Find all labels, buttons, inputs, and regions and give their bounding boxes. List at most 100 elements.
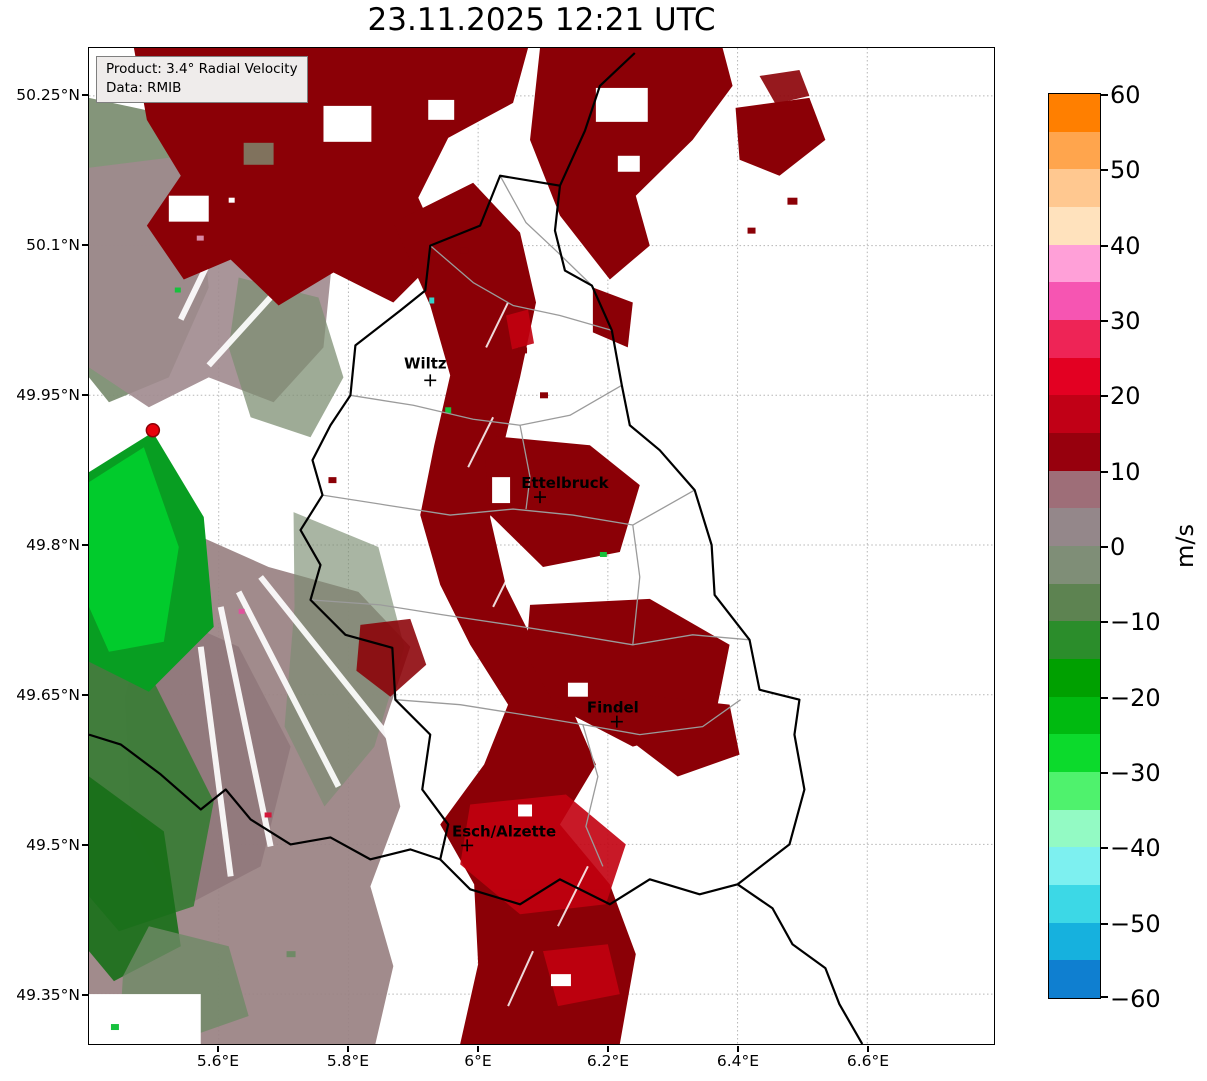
lon-tick-label: 5.6°E <box>196 1052 240 1070</box>
luxembourg-border <box>299 52 806 906</box>
lat-tick-mark <box>82 844 88 846</box>
band-streaks <box>467 302 589 1007</box>
lat-tick-label: 50.25°N <box>16 86 80 104</box>
colorbar-segment <box>1049 659 1100 697</box>
figure-title: 23.11.2025 12:21 UTC <box>367 2 716 38</box>
city-marker-ettelbruck <box>534 491 546 504</box>
colorbar-tick-label: 10 <box>1110 458 1141 486</box>
lat-tick-label: 49.95°N <box>16 386 80 404</box>
radar-map-canvas: Wiltz Ettelbruck Findel Esch/Alzette <box>89 48 994 1044</box>
colorbar-segment <box>1049 847 1100 886</box>
colorbar-segment <box>1049 885 1100 923</box>
lon-tick-mark <box>867 1046 869 1052</box>
colorbar-segment <box>1049 734 1100 773</box>
lon-tick-mark <box>347 1046 349 1052</box>
colorbar-unit-label: m/s <box>1171 524 1199 568</box>
lon-tick-mark <box>607 1046 609 1052</box>
bright-red-accents <box>460 309 626 1007</box>
lat-tick-mark <box>82 544 88 546</box>
radar-echo-field <box>89 48 826 1044</box>
colorbar-segment <box>1049 809 1100 848</box>
lon-tick-mark <box>477 1046 479 1052</box>
colorbar-tick-label: 60 <box>1110 81 1141 109</box>
colorbar-tick-mark <box>1101 94 1108 96</box>
city-marker-wiltz <box>424 374 437 387</box>
city-label-findel: Findel <box>587 699 639 717</box>
colorbar-segment <box>1049 470 1100 509</box>
lat-tick-mark <box>82 994 88 996</box>
colorbar-tick-mark <box>1101 996 1108 998</box>
colorbar <box>1048 93 1101 999</box>
colorbar-segment <box>1049 508 1100 547</box>
red-accent-south <box>542 944 620 1007</box>
colorbar-segment <box>1049 244 1100 283</box>
colorbar-segment <box>1049 546 1100 584</box>
dark-red-echoes <box>133 48 826 1044</box>
colorbar-segment <box>1049 320 1100 358</box>
white-gap-corner <box>89 994 201 1044</box>
colorbar-tick-mark <box>1101 245 1108 247</box>
city-label-wiltz: Wiltz <box>404 354 447 372</box>
colorbar-tick-mark <box>1101 395 1108 397</box>
colorbar-segment <box>1049 357 1100 396</box>
colorbar-tick-mark <box>1101 621 1108 623</box>
border-west <box>89 733 441 861</box>
lat-tick-label: 49.65°N <box>16 686 80 704</box>
colorbar-tick-mark <box>1101 772 1108 774</box>
colorbar-segment <box>1049 94 1100 132</box>
colorbar-tick-mark <box>1101 320 1108 322</box>
colorbar-tick-label: 30 <box>1110 307 1141 335</box>
colorbar-tick-label: −30 <box>1110 759 1161 787</box>
lon-tick-mark <box>217 1046 219 1052</box>
border-southeast <box>736 883 864 1044</box>
red-accent-esch <box>460 794 626 915</box>
red-blob-mid-left <box>356 618 427 697</box>
colorbar-segment <box>1049 282 1100 321</box>
city-label-ettelbruck: Ettelbruck <box>521 474 609 492</box>
lon-tick-label: 6.6°E <box>846 1052 890 1070</box>
colorbar-tick-mark <box>1101 847 1108 849</box>
product-info-box: Product: 3.4° Radial Velocity Data: RMIB <box>96 56 308 103</box>
lon-tick-label: 6.4°E <box>716 1052 760 1070</box>
colorbar-tick-mark <box>1101 697 1108 699</box>
colorbar-tick-label: 0 <box>1110 533 1126 561</box>
colorbar-segment <box>1049 960 1100 999</box>
bright-green-core <box>89 447 179 652</box>
lat-tick-label: 49.5°N <box>26 836 80 854</box>
colorbar-tick-mark <box>1101 169 1108 171</box>
colorbar-tick-mark <box>1101 471 1108 473</box>
colorbar-segment <box>1049 772 1100 810</box>
colorbar-segment <box>1049 169 1100 208</box>
colorbar-tick-label: 50 <box>1110 156 1141 184</box>
data-source-label: Data: RMIB <box>106 79 182 96</box>
colorbar-tick-label: 40 <box>1110 232 1141 260</box>
city-label-esch: Esch/Alzette <box>452 822 556 840</box>
colorbar-segment <box>1049 395 1100 434</box>
map-plot: Wiltz Ettelbruck Findel Esch/Alzette Pro… <box>88 47 995 1045</box>
colorbar-tick-label: −50 <box>1110 910 1161 938</box>
colorbar-tick-label: 20 <box>1110 382 1141 410</box>
colorbar-segment <box>1049 621 1100 660</box>
red-patch-far-east-2 <box>759 69 810 104</box>
colorbar-tick-label: −60 <box>1110 985 1161 1013</box>
colorbar-segment <box>1049 433 1100 471</box>
lon-tick-mark <box>737 1046 739 1052</box>
colorbar-segment <box>1049 207 1100 245</box>
colorbar-segment <box>1049 131 1100 170</box>
colorbar-segment <box>1049 696 1100 735</box>
product-label: Product: 3.4° Radial Velocity <box>106 61 298 77</box>
city-plus-markers <box>424 374 623 852</box>
lat-tick-mark <box>82 244 88 246</box>
red-patch-ettelbruck <box>483 435 640 567</box>
colorbar-tick-label: −10 <box>1110 608 1161 636</box>
lat-tick-mark <box>82 394 88 396</box>
red-patch-border <box>592 287 633 348</box>
red-patch-findel-east <box>635 694 740 777</box>
colorbar-tick-label: −20 <box>1110 684 1161 712</box>
district-borders <box>310 175 750 867</box>
lat-tick-mark <box>82 694 88 696</box>
colorbar-tick-label: −40 <box>1110 834 1161 862</box>
country-borders <box>89 52 864 1044</box>
city-marker-findel <box>610 715 623 728</box>
